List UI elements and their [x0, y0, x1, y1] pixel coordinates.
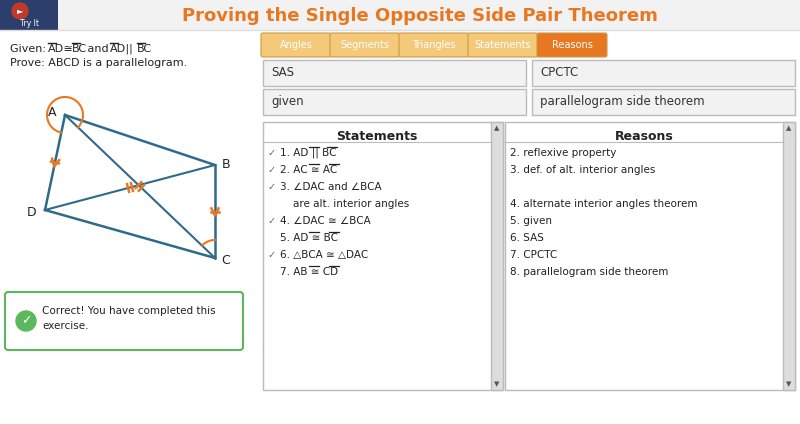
Text: C: C [222, 254, 230, 267]
FancyBboxPatch shape [263, 89, 526, 115]
Text: are alt. interior angles: are alt. interior angles [280, 199, 410, 209]
Text: given: given [271, 95, 304, 109]
Text: Correct! You have completed this: Correct! You have completed this [42, 306, 216, 316]
FancyBboxPatch shape [261, 33, 331, 57]
Text: AD: AD [48, 44, 64, 54]
FancyBboxPatch shape [263, 122, 503, 390]
Text: ►: ► [17, 6, 23, 16]
Text: ✓: ✓ [268, 148, 276, 158]
Text: Try It: Try It [19, 19, 38, 28]
FancyBboxPatch shape [783, 122, 795, 390]
FancyBboxPatch shape [399, 33, 469, 57]
Text: ✓: ✓ [21, 315, 31, 327]
Text: Proving the Single Opposite Side Pair Theorem: Proving the Single Opposite Side Pair Th… [182, 7, 658, 25]
FancyBboxPatch shape [5, 292, 243, 350]
Text: ✓: ✓ [268, 165, 276, 175]
Text: D: D [27, 206, 37, 218]
Text: Reasons: Reasons [614, 130, 674, 143]
Text: parallelogram side theorem: parallelogram side theorem [540, 95, 705, 109]
Text: ||: || [122, 44, 136, 55]
Text: exercise.: exercise. [42, 321, 89, 331]
Text: ✓: ✓ [268, 182, 276, 192]
Text: Segments: Segments [341, 40, 390, 50]
Text: 6. SAS: 6. SAS [510, 233, 544, 243]
Text: ▲: ▲ [786, 125, 792, 131]
Text: SAS: SAS [271, 67, 294, 80]
Text: BC: BC [137, 44, 152, 54]
Text: A: A [48, 106, 56, 120]
Text: 5. AD ≅ BC: 5. AD ≅ BC [280, 233, 338, 243]
FancyBboxPatch shape [505, 122, 795, 390]
FancyBboxPatch shape [532, 89, 795, 115]
Text: 6. △BCA ≅ △DAC: 6. △BCA ≅ △DAC [280, 250, 368, 260]
Text: CPCTC: CPCTC [540, 67, 578, 80]
Text: 4. ∠DAC ≅ ∠BCA: 4. ∠DAC ≅ ∠BCA [280, 216, 370, 226]
FancyBboxPatch shape [0, 0, 58, 30]
Text: ✓: ✓ [268, 250, 276, 260]
Circle shape [12, 3, 28, 19]
Text: 5. given: 5. given [510, 216, 552, 226]
Text: 3. def. of alt. interior angles: 3. def. of alt. interior angles [510, 165, 655, 175]
Text: 2. reflexive property: 2. reflexive property [510, 148, 616, 158]
Text: ▲: ▲ [494, 125, 500, 131]
Text: 7. CPCTC: 7. CPCTC [510, 250, 558, 260]
FancyBboxPatch shape [263, 60, 526, 86]
FancyBboxPatch shape [537, 33, 607, 57]
Text: Given:: Given: [10, 44, 50, 54]
Text: ✓: ✓ [268, 216, 276, 226]
Text: ▼: ▼ [786, 381, 792, 387]
Text: 7. AB ≅ CD: 7. AB ≅ CD [280, 267, 338, 277]
FancyBboxPatch shape [330, 33, 400, 57]
Text: AD: AD [110, 44, 126, 54]
Text: 1. AD || BC: 1. AD || BC [280, 148, 337, 159]
Text: 8. parallelogram side theorem: 8. parallelogram side theorem [510, 267, 668, 277]
Text: 2. AC ≅ AC: 2. AC ≅ AC [280, 165, 338, 175]
FancyBboxPatch shape [532, 60, 795, 86]
Text: 3. ∠DAC and ∠BCA: 3. ∠DAC and ∠BCA [280, 182, 382, 192]
Text: 4. alternate interior angles theorem: 4. alternate interior angles theorem [510, 199, 698, 209]
Text: Prove: ABCD is a parallelogram.: Prove: ABCD is a parallelogram. [10, 58, 187, 68]
FancyBboxPatch shape [491, 122, 503, 390]
Text: ▼: ▼ [494, 381, 500, 387]
Text: Reasons: Reasons [551, 40, 593, 50]
Text: Triangles: Triangles [412, 40, 456, 50]
FancyBboxPatch shape [0, 0, 800, 30]
Text: and: and [84, 44, 112, 54]
Circle shape [16, 311, 36, 331]
Text: Statements: Statements [474, 40, 531, 50]
Text: BC: BC [72, 44, 87, 54]
Text: ≅: ≅ [60, 44, 76, 54]
Text: Statements: Statements [336, 130, 418, 143]
Text: B: B [222, 159, 230, 171]
FancyBboxPatch shape [468, 33, 538, 57]
Text: Angles: Angles [279, 40, 313, 50]
